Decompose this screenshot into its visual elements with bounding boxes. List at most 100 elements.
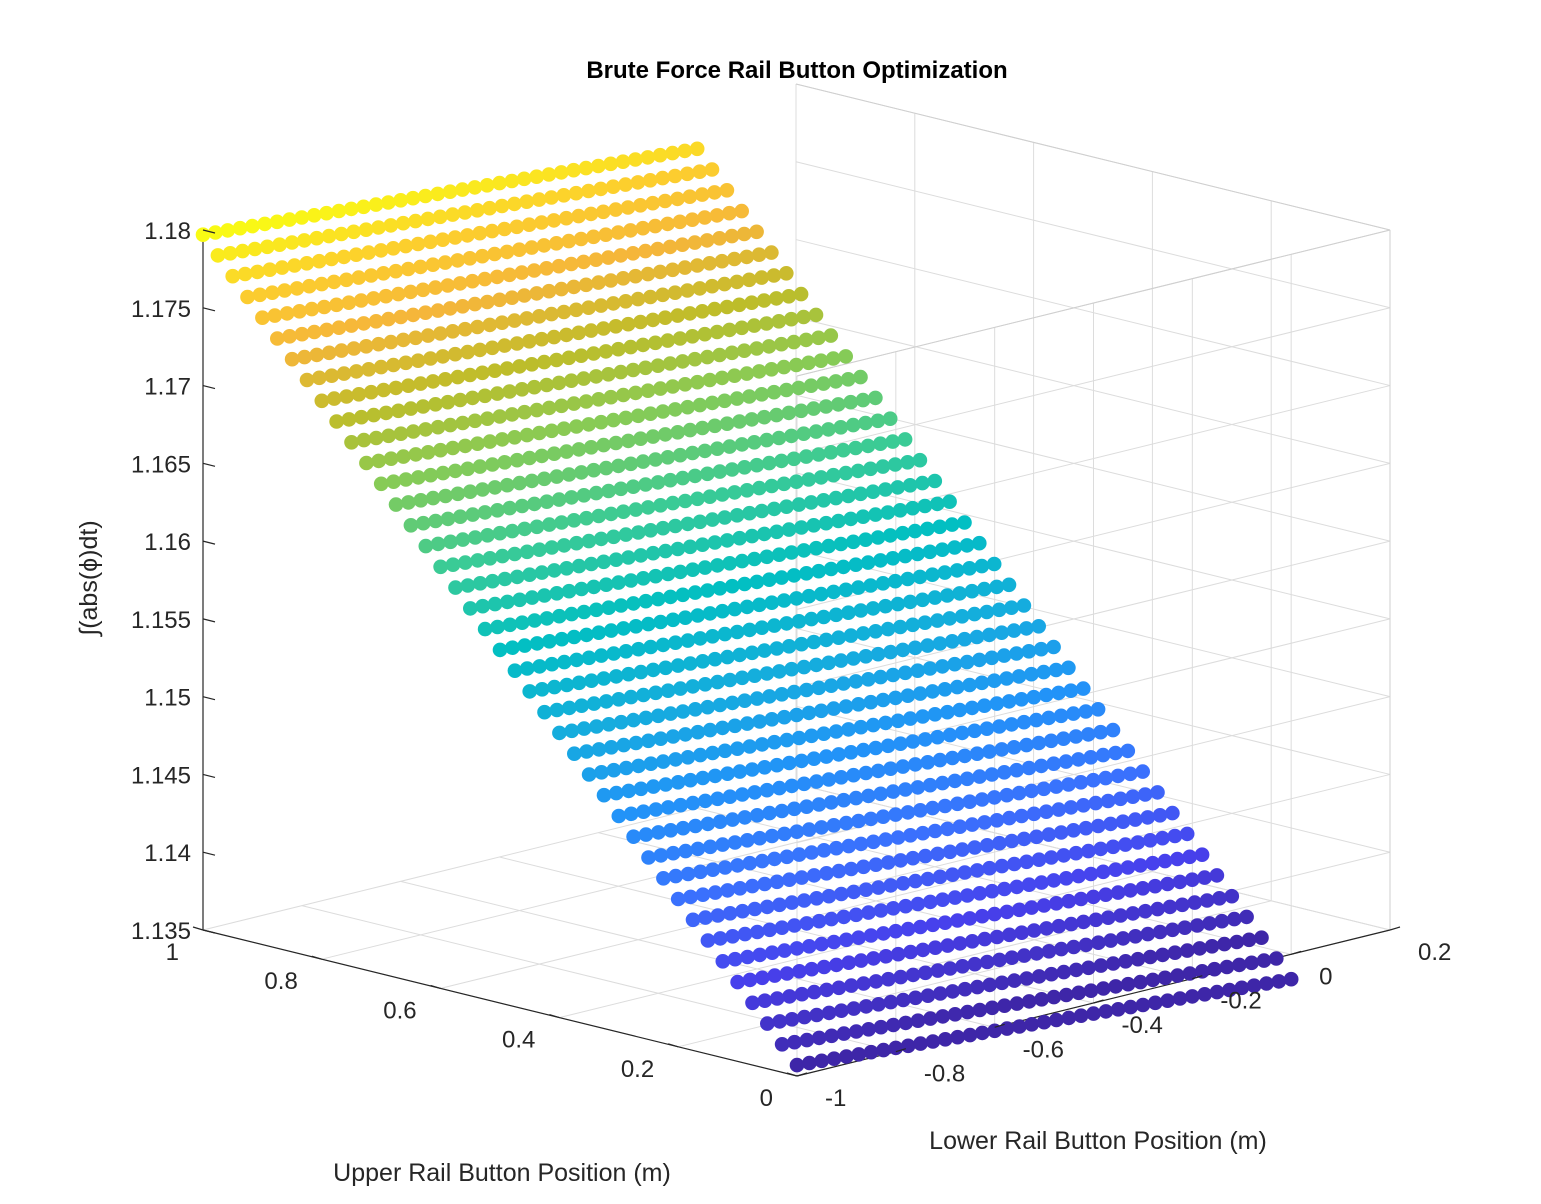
data-point [324,251,339,267]
y-tick-label: -0.2 [1220,988,1261,1015]
data-point [606,646,621,661]
data-point [912,569,928,585]
data-point [368,197,384,212]
data-point [949,563,965,578]
data-point [888,807,903,822]
data-point [423,467,438,483]
data-point [645,545,661,561]
data-point [1016,714,1032,730]
data-point [536,354,552,370]
data-point [1004,950,1020,965]
data-point [885,784,901,799]
data-point [603,506,619,522]
data-point [490,386,505,401]
data-point [383,334,399,350]
data-point [918,848,933,864]
data-point [989,813,1005,828]
data-point [433,326,448,341]
data-point [532,659,547,674]
data-point [1120,860,1136,875]
data-point [717,626,733,642]
data-point [866,834,881,850]
data-point [930,963,946,978]
data-point [670,891,686,907]
data-point [801,355,816,371]
data-point [383,451,399,467]
data-point [645,195,660,211]
data-point [692,514,708,530]
data-point [222,246,238,261]
data-point [331,320,347,336]
data-point [581,183,596,199]
data-point [984,650,1000,666]
data-point [1036,781,1052,797]
data-point [809,1007,824,1023]
data-point [967,606,982,622]
data-point [714,370,730,386]
data-point [457,321,473,337]
data-point [613,481,629,497]
data-point [952,586,967,601]
data-point [841,488,856,504]
data-point [756,293,772,308]
data-point [1051,685,1066,701]
data-point [841,955,857,970]
data-point [467,413,483,429]
data-point [658,427,673,442]
data-point [319,322,335,338]
data-point [428,280,443,295]
data-point [1130,835,1146,850]
data-point [692,631,708,646]
data-point [675,704,691,719]
data-point [593,414,609,430]
data-point [942,961,958,976]
data-point [932,636,948,651]
data-point [767,618,782,633]
data-point [405,307,421,323]
data-point [633,664,649,680]
z-tick-label: 1.155 [131,607,191,634]
data-point [761,455,777,471]
data-point [413,376,428,391]
data-point [1046,756,1061,771]
data-point [1029,712,1044,728]
data-point [621,666,636,682]
data-point [294,210,310,225]
data-point [552,725,567,741]
data-point [970,979,985,995]
data-point [1098,770,1113,786]
data-point [521,217,537,232]
data-point [574,581,589,597]
data-point [272,237,287,252]
data-point [556,188,572,203]
data-point [767,734,782,750]
data-point [601,367,616,382]
data-point [274,260,290,275]
data-point [423,234,438,250]
data-point [636,804,651,819]
data-point [727,718,743,734]
data-point [764,828,780,844]
data-point [952,702,967,718]
data-point [704,162,720,177]
data-point [725,695,740,711]
data-point [737,926,753,942]
data-point [502,617,518,633]
data-point [386,357,401,373]
data-point [579,744,594,759]
data-point [648,685,663,701]
data-point [836,442,851,458]
data-point [581,650,597,666]
data-point [484,223,500,239]
data-point [615,271,631,286]
data-point [734,320,750,336]
data-point [1076,914,1091,930]
data-point [722,906,738,921]
data-point [596,671,612,686]
data-point [1209,868,1225,883]
data-point [1123,766,1138,782]
box-edge [796,229,1391,377]
data-point [344,201,359,217]
data-point [999,1021,1015,1036]
data-point [992,719,1007,734]
